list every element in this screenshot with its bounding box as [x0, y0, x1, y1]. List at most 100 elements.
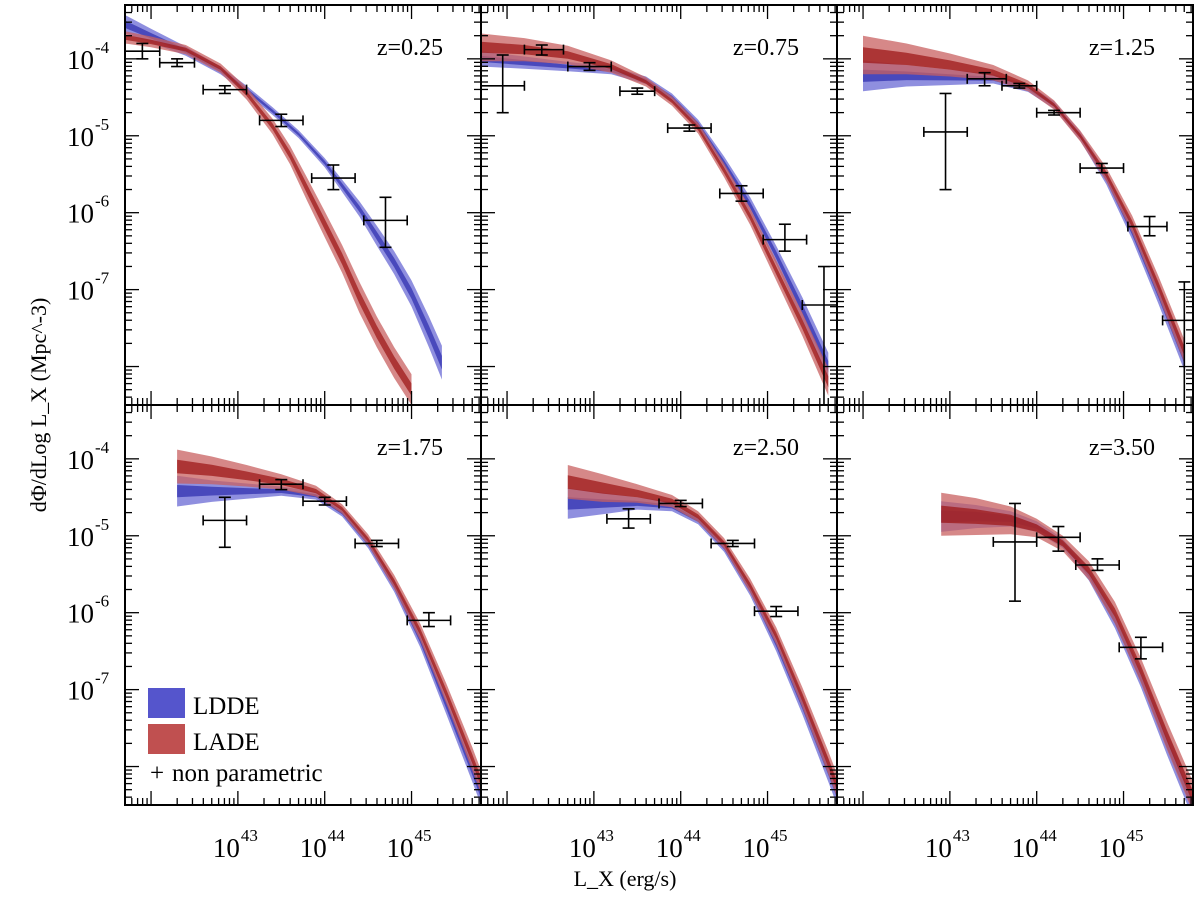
nonparametric-point [258, 113, 304, 128]
nonparametric-point [718, 184, 764, 202]
nonparametric-point [762, 223, 808, 252]
ldde-band [125, 15, 442, 380]
panel-3-bands [863, 35, 1185, 371]
ldde-band [567, 488, 837, 805]
nonparametric-point [406, 611, 452, 628]
ldde-band [863, 60, 1185, 371]
x-tick-label: 10 [925, 833, 952, 863]
x-tick-label-exponent: 43 [953, 826, 970, 845]
lade-core [941, 505, 1193, 804]
y-tick-label: 10 [67, 445, 94, 475]
ldde-core [481, 55, 829, 373]
nonparametric-point [1035, 107, 1081, 118]
nonparametric-point [753, 605, 799, 618]
nonparametric-point [1079, 162, 1125, 174]
legend-ldde-swatch [148, 688, 185, 718]
panel-4-bands [177, 449, 481, 805]
y-tick-label-exponent: -4 [95, 38, 110, 57]
legend-lade-swatch [148, 724, 185, 754]
ldde-core [863, 69, 1185, 364]
y-tick-label-exponent: -4 [95, 438, 110, 457]
y-tick-label-exponent: -5 [95, 515, 109, 534]
lade-band [177, 449, 481, 794]
model-bands-layer [125, 15, 1193, 805]
nonparametric-point [1074, 558, 1120, 572]
panel-frames-layer [124, 4, 1194, 806]
x-tick-label: 10 [300, 833, 327, 863]
y-tick-label: 10 [67, 122, 94, 152]
legend-ldde-label: LDDE [193, 693, 260, 720]
nonparametric-point [202, 84, 248, 95]
ticks-layer [125, 4, 1193, 805]
panel-1-frame [124, 4, 482, 406]
panel-1-points [125, 42, 408, 249]
ldde-band [481, 51, 829, 381]
nonparametric-point [966, 71, 1008, 87]
panel-redshift-label: z=0.25 [377, 35, 443, 61]
y-tick-label-exponent: -7 [95, 269, 110, 288]
nonparametric-point [523, 44, 565, 56]
panel-6-points [992, 502, 1164, 660]
y-tick-label: 10 [67, 676, 94, 706]
panel-4-points [202, 478, 452, 628]
nonparametric-point [310, 164, 356, 191]
panel-redshift-label: z=1.25 [1089, 35, 1155, 61]
x-tick-label: 10 [1012, 833, 1039, 863]
lade-band [941, 492, 1193, 805]
nonparametric-point [1035, 525, 1081, 552]
x-tick-label-exponent: 43 [241, 826, 258, 845]
legend-nonparametric-label: non parametric [172, 760, 323, 787]
x-tick-label: 10 [569, 833, 596, 863]
panel-3-points [923, 71, 1193, 405]
nonparametric-point [567, 61, 613, 72]
panel-redshift-label: z=1.75 [377, 435, 443, 461]
nonparametric-point [158, 57, 196, 68]
legend-lade-label: LADE [193, 729, 260, 756]
panel-6-frame [836, 404, 1194, 806]
nonparametric-point [354, 538, 400, 549]
nonparametric-point [1001, 80, 1038, 91]
y-axis-title: dΦ/dLog L_X (Mpc^-3) [26, 298, 51, 513]
y-tick-label: 10 [67, 522, 94, 552]
ldde-core [567, 497, 837, 799]
legend: LDDE LADE + non parametric [148, 688, 323, 787]
nonparametric-points-layer [125, 42, 1193, 660]
nonparametric-point [710, 538, 756, 549]
panel-2-points [481, 44, 837, 405]
x-tick-label-exponent: 44 [328, 826, 346, 845]
x-tick-label-exponent: 44 [1040, 826, 1058, 845]
nonparametric-point [202, 496, 248, 549]
x-tick-label: 10 [387, 833, 414, 863]
x-tick-label: 10 [1099, 833, 1126, 863]
legend-nonparametric-marker: + [150, 760, 164, 787]
x-tick-label-exponent: 45 [415, 826, 432, 845]
nonparametric-point [1118, 636, 1164, 660]
panel-redshift-label: z=2.50 [733, 435, 799, 461]
x-tick-label: 10 [213, 833, 240, 863]
y-tick-label: 10 [67, 45, 94, 75]
x-tick-label-exponent: 44 [684, 826, 702, 845]
nonparametric-point [658, 498, 704, 509]
nonparametric-point [666, 123, 712, 134]
y-tick-label: 10 [67, 599, 94, 629]
y-tick-label-exponent: -5 [95, 115, 109, 134]
x-axis-title: L_X (erg/s) [574, 866, 677, 891]
panel-2-bands [481, 33, 829, 396]
nonparametric-point [606, 508, 652, 529]
panel-redshift-label: z=3.50 [1089, 435, 1155, 461]
panel-redshift-label: z=0.75 [733, 35, 799, 61]
x-tick-label: 10 [656, 833, 683, 863]
y-tick-label: 10 [67, 199, 94, 229]
nonparametric-point [258, 478, 304, 491]
y-tick-label-exponent: -6 [95, 592, 109, 611]
nonparametric-point [992, 502, 1038, 602]
y-tick-label-exponent: -7 [95, 669, 110, 688]
ldde-core [125, 20, 442, 370]
ldde-core [177, 485, 481, 799]
panel-1-bands [125, 15, 442, 405]
nonparametric-point [619, 86, 656, 97]
panel-5-frame [480, 404, 838, 806]
lade-core [567, 475, 837, 791]
